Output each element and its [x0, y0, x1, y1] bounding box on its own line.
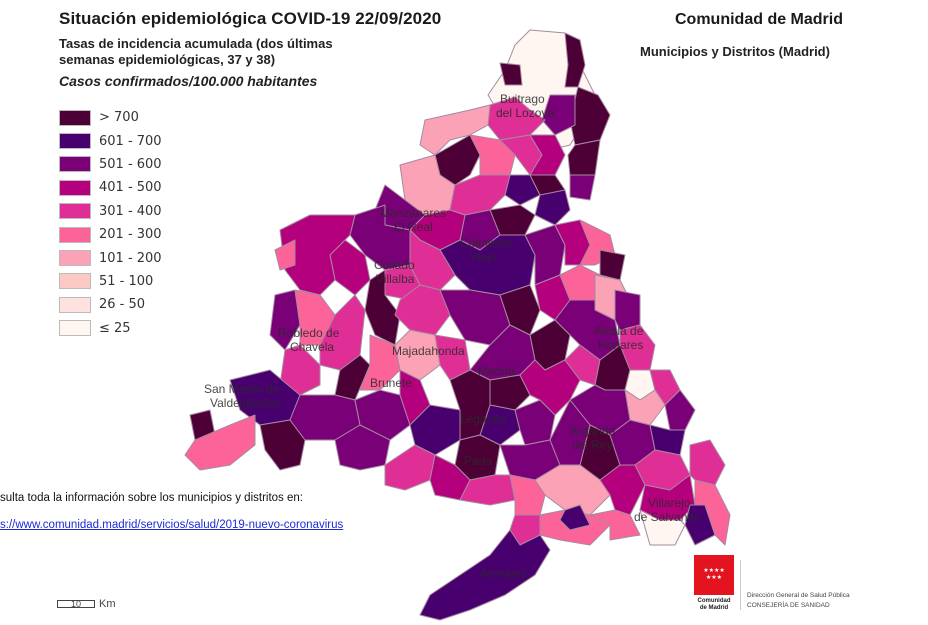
map-label: Valdeiglesias [210, 396, 280, 410]
map-label: Madrid [478, 364, 515, 378]
map-label: Arganda [570, 424, 616, 438]
map-label: Henares [598, 338, 643, 352]
org-text: Dirección General de Salud Pública CONSE… [747, 591, 850, 611]
legend-item: ≤ 25 [59, 317, 162, 340]
map-units: Casos confirmados/100.000 habitantes [59, 73, 318, 89]
region-title: Comunidad de Madrid [675, 11, 843, 28]
legend-label: 51 - 100 [99, 273, 154, 289]
map-label: Villalba [376, 272, 415, 286]
legend-label: 601 - 700 [99, 133, 162, 149]
legend-item: > 700 [59, 106, 162, 129]
legend-swatch [59, 156, 91, 173]
map-label: Buitrago [500, 92, 545, 106]
map-label: Viejo [470, 250, 497, 264]
legend-label: 201 - 300 [99, 227, 162, 243]
coronavirus-info-link[interactable]: s://www.comunidad.madrid/servicios/salud… [0, 519, 344, 531]
scale-unit: Km [99, 598, 116, 610]
legend-label: 501 - 600 [99, 156, 162, 172]
map-label: Parla [464, 454, 492, 468]
legend-item: 401 - 500 [59, 176, 162, 199]
legend-label: > 700 [99, 110, 139, 126]
map-label: Villarejo [648, 496, 691, 510]
map-label: de Salvanés [634, 510, 700, 524]
legend-item: 301 - 400 [59, 200, 162, 223]
legend: > 700 601 - 700 501 - 600 401 - 500 301 … [59, 106, 162, 340]
map-label: Aranjuez [480, 566, 527, 580]
info-text: sulta toda la información sobre los muni… [0, 492, 303, 504]
logo-name-line-2: de Madrid [699, 605, 729, 611]
map-label: Alcalá de [594, 324, 644, 338]
map-label: Manzanares [380, 206, 446, 220]
map-label: San Martín de [204, 382, 280, 396]
map-label: Collado [374, 258, 415, 272]
map-label: Leganés [460, 412, 506, 426]
map-label: Colmenar [460, 236, 512, 250]
map-label: Brunete [370, 376, 412, 390]
madrid-flag-icon: ★★★★ ★★★ [694, 555, 734, 595]
legend-label: 301 - 400 [99, 203, 162, 219]
legend-swatch [59, 179, 91, 196]
legend-swatch [59, 109, 91, 126]
legend-swatch [59, 250, 91, 267]
scale-bar: 10 Km [57, 598, 116, 610]
choropleth-map[interactable]: Buitrago del Lozoya Manzanares El Real C… [170, 25, 750, 625]
flag-stars-top: ★★★★ [703, 568, 725, 574]
legend-swatch [59, 296, 91, 313]
legend-swatch [59, 226, 91, 243]
map-labels: Buitrago del Lozoya Manzanares El Real C… [204, 92, 700, 580]
legend-item: 201 - 300 [59, 223, 162, 246]
map-subtitle: Tasas de incidencia acumulada (dos últim… [59, 36, 333, 67]
scale-bar-box: 10 [57, 600, 95, 609]
map-label: del Lozoya [496, 106, 554, 120]
logo-name: Comunidad de Madrid [694, 598, 734, 612]
legend-swatch [59, 203, 91, 220]
legend-item: 26 - 50 [59, 293, 162, 316]
legend-item: 601 - 700 [59, 129, 162, 152]
map-label: Chavela [290, 340, 334, 354]
legend-item: 51 - 100 [59, 270, 162, 293]
legend-label: ≤ 25 [99, 320, 131, 336]
map-label: del Rey [572, 438, 613, 452]
org-line-1: Dirección General de Salud Pública [747, 592, 850, 599]
legend-label: 101 - 200 [99, 250, 162, 266]
org-line-2: CONSEJERÍA DE SANIDAD [747, 602, 830, 609]
legend-item: 101 - 200 [59, 246, 162, 269]
legend-swatch [59, 273, 91, 290]
legend-item: 501 - 600 [59, 153, 162, 176]
map-label: Robledo de [278, 326, 340, 340]
legend-label: 401 - 500 [99, 180, 162, 196]
legend-swatch [59, 133, 91, 150]
flag-stars-bottom: ★★★ [705, 575, 723, 581]
logo-divider [740, 560, 741, 610]
region-subtitle: Municipios y Distritos (Madrid) [640, 44, 830, 59]
map-label: El Real [394, 220, 433, 234]
legend-swatch [59, 320, 91, 337]
map-title: Situación epidemiológica COVID-19 22/09/… [59, 9, 442, 28]
legend-label: 26 - 50 [99, 297, 146, 313]
logo-name-line-1: Comunidad [697, 598, 731, 604]
comunidad-madrid-logo: ★★★★ ★★★ Comunidad de Madrid [694, 555, 734, 612]
map-label: Majadahonda [392, 344, 465, 358]
